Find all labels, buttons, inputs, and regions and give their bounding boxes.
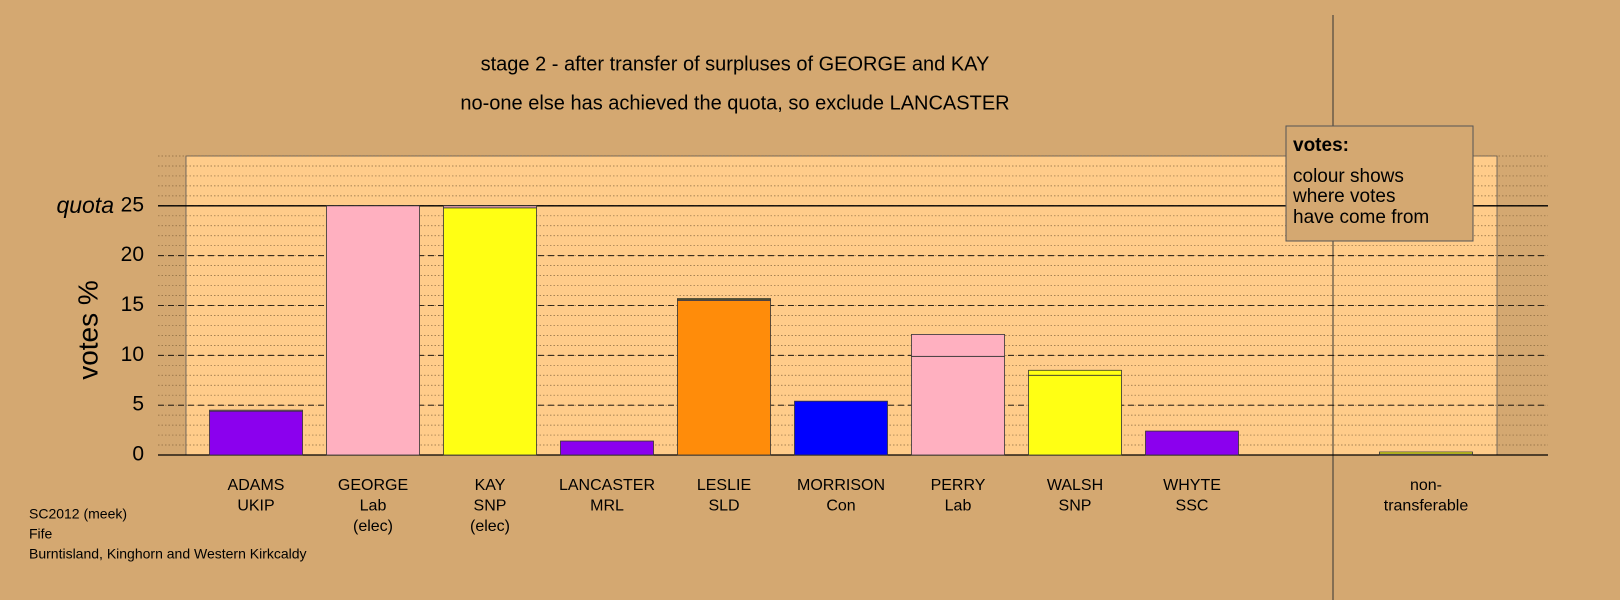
bar-segment xyxy=(209,410,303,456)
bar-segment xyxy=(560,440,654,456)
footnote: Fife xyxy=(29,526,53,542)
bar-segment xyxy=(911,334,1005,357)
x-tick-label: (elec) xyxy=(470,518,510,535)
footnote: Burntisland, Kinghorn and Western Kirkca… xyxy=(29,546,307,562)
legend-line: colour shows xyxy=(1293,166,1404,187)
legend-line: where votes xyxy=(1292,186,1395,207)
bar-segment xyxy=(677,298,771,300)
bar-segment xyxy=(911,355,1005,456)
x-tick-label: WALSH xyxy=(1047,477,1103,494)
x-tick-label: non- xyxy=(1410,477,1442,494)
x-tick-label: transferable xyxy=(1384,498,1469,515)
x-tick-label: SNP xyxy=(1059,498,1092,515)
x-tick-label: Con xyxy=(826,498,855,515)
y-tick-label: 15 xyxy=(121,293,144,316)
y-tick-label: 10 xyxy=(121,343,144,366)
x-tick-label: SLD xyxy=(708,498,739,515)
x-tick-label: MRL xyxy=(590,498,624,515)
bar-segment xyxy=(794,400,888,456)
legend-frame xyxy=(1285,125,1474,242)
y-tick-label: 5 xyxy=(132,393,144,416)
bar-segment xyxy=(677,300,771,456)
x-tick-label: GEORGE xyxy=(338,477,408,494)
bar-segment xyxy=(443,207,537,456)
x-tick-label: LANCASTER xyxy=(559,477,655,494)
legend-line: have come from xyxy=(1293,207,1429,228)
x-tick-label: Lab xyxy=(360,498,387,515)
bar-segment xyxy=(326,205,420,456)
y-tick-label: 25 xyxy=(121,193,144,216)
chart-title: stage 2 - after transfer of surpluses of… xyxy=(481,53,990,75)
x-tick-label: KAY xyxy=(475,477,506,494)
x-tick-label: PERRY xyxy=(931,477,986,494)
x-tick-label: ADAMS xyxy=(228,477,285,494)
bar-segment xyxy=(1028,374,1122,456)
bar-segment xyxy=(1028,369,1122,376)
footnote: SC2012 (meek) xyxy=(29,506,127,522)
x-tick-label: SNP xyxy=(474,498,507,515)
y-tick-label: 0 xyxy=(132,443,144,466)
quota-label: quota xyxy=(56,192,114,218)
x-tick-label: WHYTE xyxy=(1163,477,1221,494)
legend-box: votes: colour shows where votes have com… xyxy=(1285,125,1474,242)
bar-segment xyxy=(209,409,303,412)
bar-segment xyxy=(1379,451,1473,455)
y-axis-label: votes % xyxy=(72,280,103,380)
bar-segment xyxy=(443,205,537,209)
y-tick-label: 20 xyxy=(121,243,144,266)
x-tick-label: SSC xyxy=(1176,498,1209,515)
legend-title: votes: xyxy=(1293,135,1349,156)
x-tick-label: LESLIE xyxy=(697,477,751,494)
x-tick-label: (elec) xyxy=(353,518,393,535)
x-tick-label: Lab xyxy=(945,498,972,515)
bar-segment xyxy=(1145,430,1239,456)
x-tick-label: MORRISON xyxy=(797,477,885,494)
x-tick-label: UKIP xyxy=(237,498,274,515)
chart-subtitle: no-one else has achieved the quota, so e… xyxy=(460,92,1009,114)
